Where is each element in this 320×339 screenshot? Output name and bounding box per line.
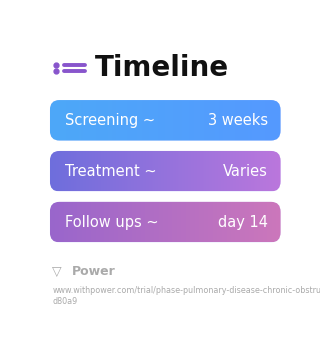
Text: Varies: Varies [223,164,268,179]
FancyBboxPatch shape [50,100,281,141]
FancyBboxPatch shape [50,151,281,192]
FancyBboxPatch shape [50,202,281,242]
Text: ▽: ▽ [52,265,62,278]
Text: Screening ~: Screening ~ [65,113,155,128]
Text: www.withpower.com/trial/phase-pulmonary-disease-chronic-obstructive-4-2022-
d80a: www.withpower.com/trial/phase-pulmonary-… [52,285,320,306]
Text: Timeline: Timeline [95,54,229,82]
Text: Treatment ~: Treatment ~ [65,164,156,179]
Text: Power: Power [72,265,116,278]
Text: Follow ups ~: Follow ups ~ [65,215,158,230]
FancyBboxPatch shape [50,202,281,242]
FancyBboxPatch shape [50,100,281,141]
Text: 3 weeks: 3 weeks [208,113,268,128]
FancyBboxPatch shape [50,151,281,192]
Text: day 14: day 14 [218,215,268,230]
